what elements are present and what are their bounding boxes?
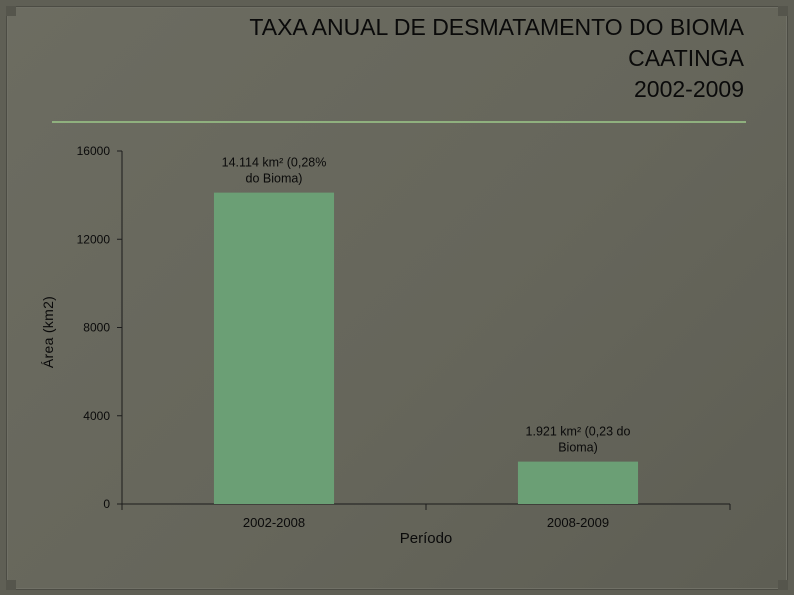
slide-frame xyxy=(6,6,788,590)
bar xyxy=(213,192,335,505)
x-axis-label: Período xyxy=(399,530,453,547)
x-tick-label: 2008-2009 xyxy=(547,515,609,530)
data-label: do Bioma) xyxy=(246,172,303,186)
title-divider xyxy=(52,121,746,123)
chart-title-line-2: CAATINGA xyxy=(628,45,744,71)
frame-corner xyxy=(6,6,16,16)
frame-corner xyxy=(6,580,16,590)
data-label: 14.114 km² (0,28% xyxy=(222,156,327,170)
chart-title: TAXA ANUAL DE DESMATAMENTO DO BIOMA CAAT… xyxy=(104,12,744,105)
data-label: 1.921 km² (0,23 do xyxy=(526,425,631,439)
frame-corner xyxy=(778,580,788,590)
bar xyxy=(517,461,639,504)
data-label: Bioma) xyxy=(558,441,598,455)
chart-title-line-3: 2002-2009 xyxy=(634,76,744,102)
y-tick-label: 12000 xyxy=(77,232,111,246)
chart-title-line-1: TAXA ANUAL DE DESMATAMENTO DO BIOMA xyxy=(249,14,744,40)
y-tick-label: 0 xyxy=(103,497,110,511)
x-tick-label: 2002-2008 xyxy=(243,515,305,530)
y-axis-label: Área (km2) xyxy=(40,295,56,369)
y-tick-label: 4000 xyxy=(83,409,110,423)
y-tick-label: 16000 xyxy=(77,144,111,158)
frame-corner xyxy=(778,6,788,16)
y-tick-label: 8000 xyxy=(83,321,110,335)
